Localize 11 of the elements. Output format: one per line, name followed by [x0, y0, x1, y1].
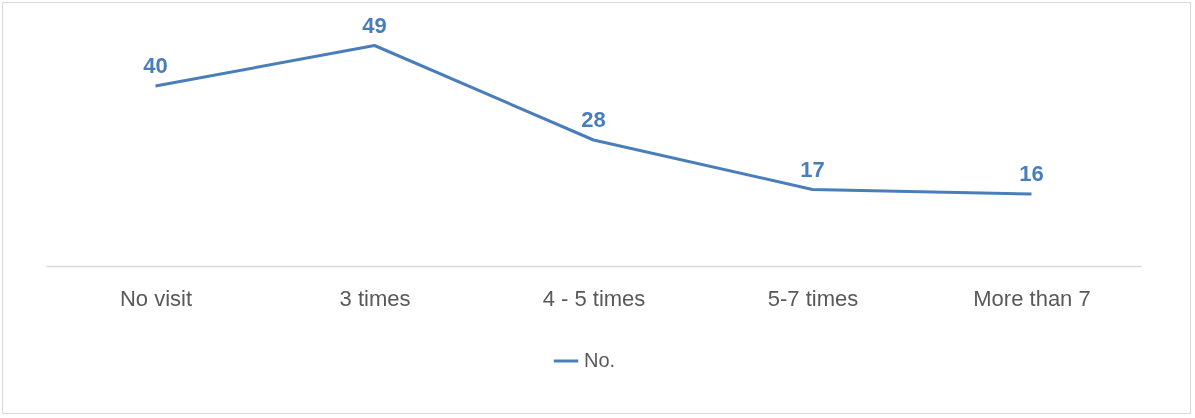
data-label: 40 [143, 53, 168, 78]
x-tick-label: 3 times [339, 285, 411, 311]
x-tick-label: More than 7 [973, 285, 1091, 311]
x-tick-label: 5-7 times [767, 285, 859, 311]
data-label: 17 [800, 156, 825, 182]
data-label: 16 [1019, 161, 1044, 186]
x-tick-label: 4 - 5 times [542, 285, 646, 311]
x-tick-label: No visit [119, 285, 193, 311]
legend-label: No. [584, 349, 616, 371]
data-label: 49 [362, 12, 387, 38]
data-label: 28 [581, 107, 606, 132]
